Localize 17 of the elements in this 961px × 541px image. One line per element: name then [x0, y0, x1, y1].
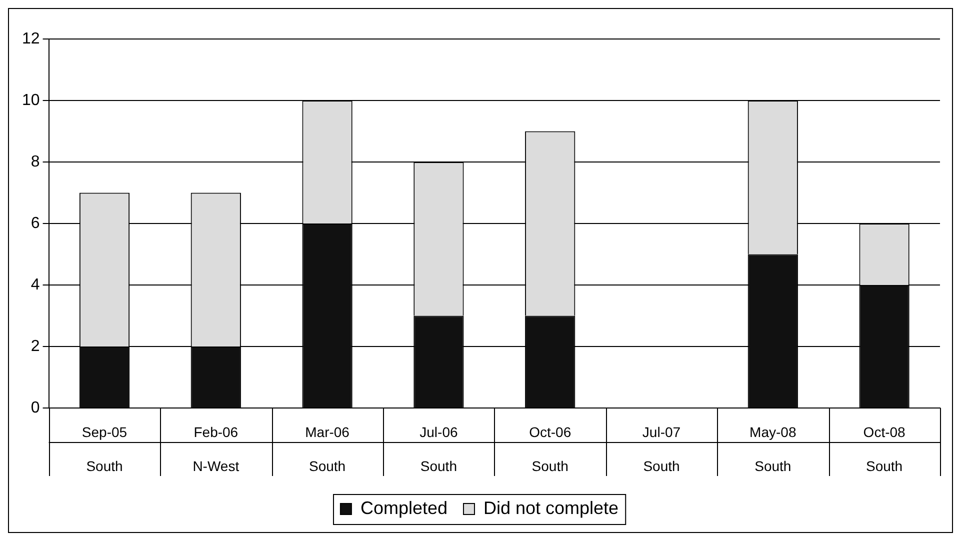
category-label: May-08 South	[750, 424, 796, 474]
y-tick-label: 10	[22, 92, 40, 109]
y-tick-label: 2	[30, 338, 40, 355]
y-tick-label: 8	[30, 153, 40, 170]
y-tick-label: 4	[30, 276, 40, 294]
y-tick-label: 12	[22, 30, 40, 48]
category-label: Feb-06 N-West	[192, 424, 240, 474]
category-label: Sep-05 South	[82, 424, 128, 474]
legend-label: Completed	[360, 498, 448, 518]
category-label: Jul-06 South	[420, 424, 458, 474]
category-label: Jul-07 South	[642, 424, 681, 474]
y-tick-label: 6	[30, 214, 40, 232]
category-label: Oct-08 South	[863, 424, 906, 474]
legend-label: Did not complete	[483, 498, 619, 518]
category-label: Oct-06 South	[529, 424, 572, 474]
y-tick-label: 0	[30, 399, 40, 416]
category-label: Mar-06 South	[305, 424, 350, 474]
